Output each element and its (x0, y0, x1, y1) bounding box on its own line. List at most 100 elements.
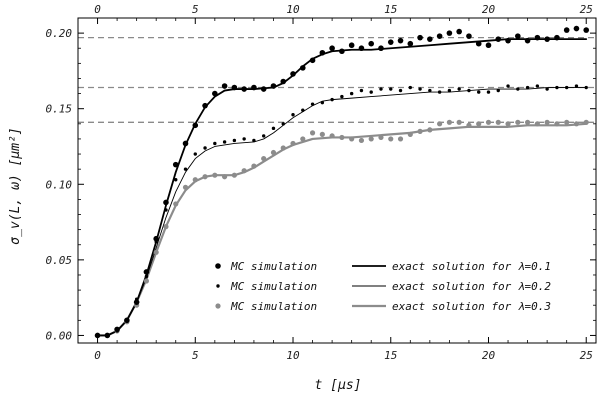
legend-line-label: exact solution for λ=0.2 (392, 280, 551, 293)
mc-point (535, 84, 540, 88)
mc-point (427, 127, 433, 133)
mc-point (544, 36, 550, 42)
legend-line-label: exact solution for λ=0.1 (392, 260, 551, 273)
mc-point (202, 102, 208, 109)
mc-point (485, 42, 492, 49)
mc-point (378, 45, 384, 52)
mc-point (192, 122, 199, 129)
mc-point (290, 140, 296, 147)
mc-point (573, 121, 580, 127)
mc-point (515, 33, 521, 39)
mc-point (368, 40, 375, 47)
mc-point (320, 100, 325, 105)
legend-marker-label: MC simulation (230, 280, 317, 293)
mc-point (329, 133, 335, 139)
mc-point (554, 34, 560, 41)
mc-point (174, 178, 178, 182)
mc-point (418, 87, 422, 91)
mc-point (516, 87, 520, 91)
mc-point (437, 121, 443, 127)
mc-point (133, 299, 140, 305)
mc-point (534, 121, 540, 127)
mc-point (202, 174, 208, 180)
mc-point (251, 84, 257, 91)
top-tick-label: 5 (192, 3, 199, 16)
top-tick-label: 25 (580, 3, 593, 16)
mc-point (143, 278, 150, 284)
mc-point (124, 317, 130, 324)
mc-point (486, 90, 491, 94)
mc-point (251, 163, 257, 169)
mc-point (583, 27, 590, 33)
mc-point (485, 119, 492, 125)
mc-point (222, 140, 227, 144)
mc-point (153, 235, 159, 242)
mc-points (94, 25, 590, 339)
mc-point (379, 87, 383, 91)
x-tick-label: 10 (286, 349, 300, 362)
mc-point (456, 119, 462, 125)
axis-ticks (78, 18, 596, 343)
mc-point (457, 87, 461, 91)
mc-point (476, 121, 482, 127)
mc-point (573, 25, 580, 32)
mc-point (261, 155, 267, 162)
mc-point (427, 36, 433, 42)
solution-curve (96, 38, 588, 337)
x-tick-label: 25 (580, 349, 593, 362)
mc-point (339, 48, 345, 55)
mc-point (290, 71, 296, 77)
mc-point (241, 168, 247, 174)
mc-point (563, 27, 570, 33)
mc-point (397, 37, 404, 44)
mc-point (408, 85, 413, 90)
mc-point (193, 152, 197, 156)
mc-point (231, 84, 238, 91)
y-tick-label: 0.00 (46, 329, 73, 342)
mc-point (388, 136, 394, 142)
mc-point (436, 33, 443, 39)
mc-point (456, 28, 462, 35)
x-tick-label: 5 (192, 349, 199, 362)
mc-point (495, 119, 501, 125)
mc-point (515, 119, 521, 125)
y-axis-label: σ_v(L, ω) [μm²] (8, 127, 23, 244)
mc-point (524, 37, 531, 44)
legend-marker-label: MC simulation (230, 300, 317, 313)
mc-point (172, 161, 179, 168)
mc-point (358, 45, 365, 52)
mc-point (584, 85, 588, 90)
mc-point (475, 40, 482, 47)
mc-point (407, 131, 413, 137)
mc-point (574, 84, 579, 88)
mc-point (339, 134, 345, 141)
mc-point (417, 34, 423, 41)
mc-point (164, 208, 168, 212)
mc-point (301, 108, 305, 112)
y-tick-label: 0.15 (46, 103, 73, 116)
legend-marker (216, 284, 220, 288)
mc-point (232, 138, 237, 143)
mc-point (104, 332, 111, 339)
mc-point (309, 57, 316, 64)
mc-point (359, 88, 364, 93)
mc-point (182, 184, 189, 190)
mc-point (241, 86, 247, 92)
x-axis-label: t [μs] (315, 378, 362, 393)
mc-point (524, 119, 531, 125)
mc-point (309, 130, 316, 136)
mc-point (203, 146, 207, 150)
mc-point (261, 134, 266, 138)
mc-point (397, 136, 404, 142)
plot-frame (77, 17, 597, 344)
mc-point (564, 119, 570, 125)
mc-point (221, 83, 228, 89)
mc-point (368, 136, 374, 142)
mc-point (349, 91, 354, 96)
mc-point (477, 90, 481, 94)
mc-point (114, 326, 120, 333)
mc-point (506, 84, 510, 88)
mc-point (495, 36, 502, 42)
mc-point (299, 65, 306, 71)
mc-point (407, 40, 414, 47)
